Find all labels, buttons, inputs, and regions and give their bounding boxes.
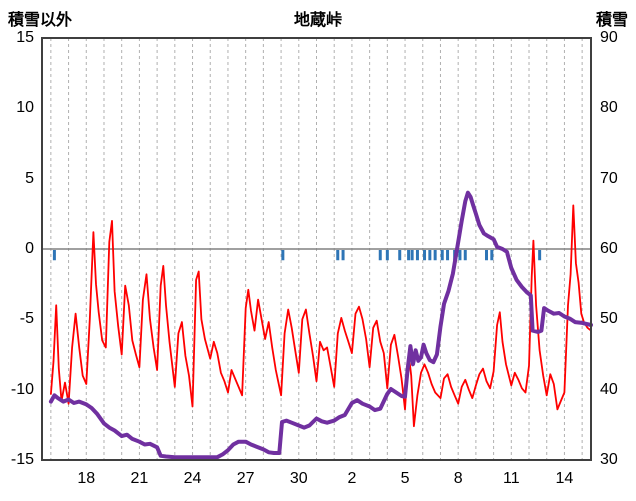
x-axis-tick-label: 5: [400, 470, 410, 487]
chart-title: 地蔵峠: [293, 12, 342, 29]
x-axis-tick-label: 21: [130, 470, 149, 487]
right-axis-tick-label: 60: [600, 240, 618, 257]
x-axis-tick-label: 8: [453, 470, 463, 487]
right-axis-tick-label: 80: [600, 99, 618, 117]
purple-line: [48, 190, 593, 460]
right-axis-tick-label: 40: [600, 380, 618, 398]
right-axis-tick-label: 70: [600, 169, 618, 187]
left-axis-tick-label: -10: [10, 380, 34, 398]
x-axis-tick-label: 27: [236, 470, 255, 487]
x-axis-tick-label: 14: [555, 470, 574, 487]
x-axis-tick-label: 24: [183, 470, 202, 487]
left-axis-tick-label: -15: [10, 451, 34, 468]
right-axis-tick-label: 90: [600, 29, 618, 46]
left-axis-tick-label: 5: [25, 169, 34, 187]
left-axis-tick-label: 15: [16, 29, 34, 46]
left-axis-title: 積雪以外: [8, 12, 73, 29]
right-axis-tick-label: 30: [600, 451, 618, 468]
left-axis-tick-label: 10: [16, 99, 34, 117]
x-axis-tick-label: 11: [502, 470, 520, 487]
x-axis-tick-label: 30: [289, 470, 308, 487]
left-axis-tick-label: -5: [19, 310, 34, 328]
right-axis-title: 積雪: [595, 12, 628, 29]
right-axis-tick-label: 50: [600, 310, 618, 328]
left-axis-tick-label: 0: [25, 240, 34, 257]
red-line: [50, 204, 592, 428]
plot-frame: [41, 37, 592, 461]
x-axis-tick-label: 2: [347, 470, 357, 487]
x-axis-tick-label: 18: [77, 470, 96, 487]
